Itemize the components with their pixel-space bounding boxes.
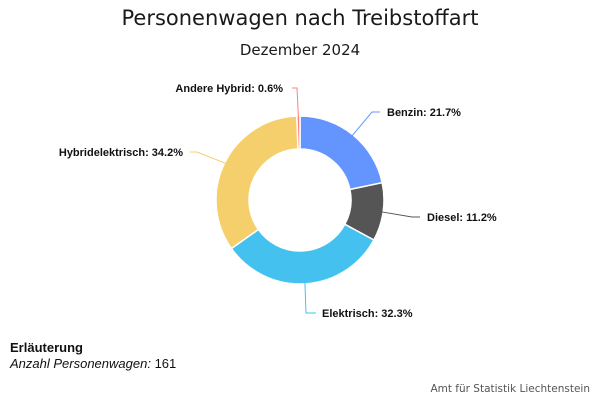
- data-label-andere-hybrid: Andere Hybrid: 0.6%: [175, 83, 283, 95]
- leader-line-andere-hybrid: [292, 87, 299, 119]
- explanation-note: Erläuterung Anzahl Personenwagen: 161: [10, 340, 176, 372]
- data-label-diesel: Diesel: 11.2%: [427, 212, 497, 224]
- note-value: 161: [154, 356, 177, 371]
- slice-andere-hybrid[interactable]: [296, 115, 301, 150]
- leader-line-elektrisch: [304, 281, 316, 314]
- source-credit: Amt für Statistik Liechtenstein: [430, 383, 590, 395]
- leader-line-hybridelektrisch: [190, 151, 227, 165]
- data-label-hybridelektrisch: Hybridelektrisch: 34.2%: [59, 147, 183, 159]
- note-heading: Erläuterung: [10, 340, 83, 355]
- chart-subtitle: Dezember 2024: [239, 41, 361, 59]
- slice-hybridelektrisch[interactable]: [215, 115, 299, 250]
- slice-elektrisch[interactable]: [230, 223, 375, 285]
- slice-benzin[interactable]: [299, 115, 384, 191]
- data-label-elektrisch: Elektrisch: 32.3%: [322, 308, 413, 320]
- leader-line-benzin: [351, 111, 380, 137]
- note-key: Anzahl Personenwagen:: [10, 356, 151, 371]
- leader-line-diesel: [381, 211, 420, 218]
- chart-title: Personenwagen nach Treibstoffart: [121, 6, 479, 30]
- data-label-benzin: Benzin: 21.7%: [387, 107, 461, 119]
